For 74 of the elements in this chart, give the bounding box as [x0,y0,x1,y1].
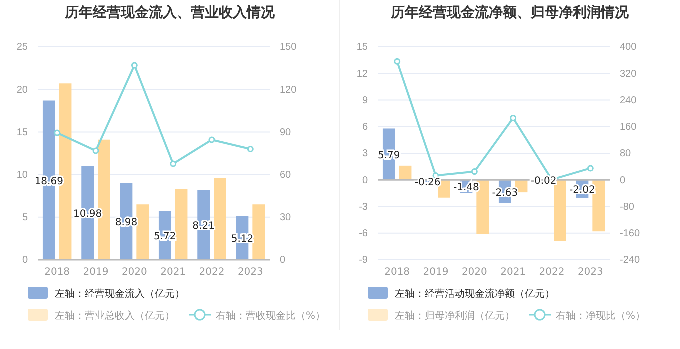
y2-tick-label: 160 [620,122,638,134]
y2-tick-label: 90 [280,127,292,138]
point [131,62,138,69]
chart-title: 历年经营现金流入、营业收入情况 [64,4,276,21]
x-tick-label: 2018 [384,267,410,278]
bar [136,204,150,260]
x-tick-label: 2021 [500,267,526,278]
y-tick-label: 12 [356,68,368,80]
legend-label: 左轴：经营现金流入（亿元） [55,288,185,300]
data-label: -1.48 [454,182,480,194]
x-tick-label: 2022 [199,267,225,278]
y-tick-label: 15 [16,127,28,138]
data-label: 18.69 [34,176,64,188]
data-label: -0.02 [530,176,557,188]
bar [214,178,226,260]
x-tick-label: 2021 [160,267,186,278]
point [510,114,517,122]
y-tick-label: 20 [16,84,28,96]
legend-label: 右轴：净现比（%） [556,310,646,322]
bar [399,166,412,180]
y2-tick-label: 80 [620,148,632,160]
y-tick-label: -3 [359,202,368,213]
legend-label: 左轴：经营活动现金流净额（亿元） [395,288,555,300]
legend-label: 左轴：营业总收入（亿元） [55,310,175,322]
y-tick-label: 10 [16,170,28,181]
bar [175,189,188,260]
y2-tick-label: -160 [620,228,640,240]
y2-tick-label: -80 [620,202,635,213]
point [92,148,100,154]
point [394,58,401,65]
data-label: -2.02 [570,185,596,196]
y-tick-label: 6 [362,122,368,134]
data-label: -2.63 [492,188,518,199]
bar [592,180,606,232]
y-tick-label: 25 [16,42,28,54]
y-tick-label: -6 [359,228,368,240]
y2-tick-label: 30 [280,212,292,224]
y-tick-label: 0 [22,255,28,266]
bar [554,180,566,242]
y2-tick-label: 400 [620,42,638,54]
point [208,136,216,144]
x-tick-label: 2019 [83,267,109,278]
y2-tick-label: 60 [280,170,292,181]
x-tick-label: 2020 [462,267,488,278]
y-tick-label: 15 [356,42,368,54]
y2-tick-label: 0 [620,175,626,186]
y-tick-label: 5 [22,212,28,224]
y2-tick-label: 320 [620,68,638,80]
y-tick-label: -9 [359,255,368,266]
y2-tick-label: 120 [280,84,298,96]
x-tick-label: 2020 [122,267,148,278]
chart-title: 历年经营现金流净额、归母净利润情况 [390,4,630,21]
point [170,160,177,168]
x-tick-label: 2018 [44,267,70,278]
bar [252,204,266,260]
legend-label: 左轴：归母净利润（亿元） [395,310,515,322]
y2-tick-label: 0 [280,255,286,266]
y2-tick-label: -240 [620,255,640,266]
legend-label: 右轴：营收现金比（%） [216,310,326,322]
point [587,165,594,172]
y-tick-label: 0 [362,175,368,186]
y-tick-label: 9 [362,95,368,106]
point [471,168,478,176]
data-label: 10.98 [73,209,102,220]
y-tick-label: 3 [362,148,368,160]
y2-tick-label: 150 [280,42,298,54]
x-tick-label: 2023 [238,267,264,278]
x-tick-label: 2019 [423,267,449,278]
x-tick-label: 2022 [539,267,565,278]
y2-tick-label: 240 [620,95,638,106]
point [247,146,254,152]
point [54,130,61,136]
data-label: -0.26 [414,177,441,188]
x-tick-label: 2023 [578,267,604,278]
